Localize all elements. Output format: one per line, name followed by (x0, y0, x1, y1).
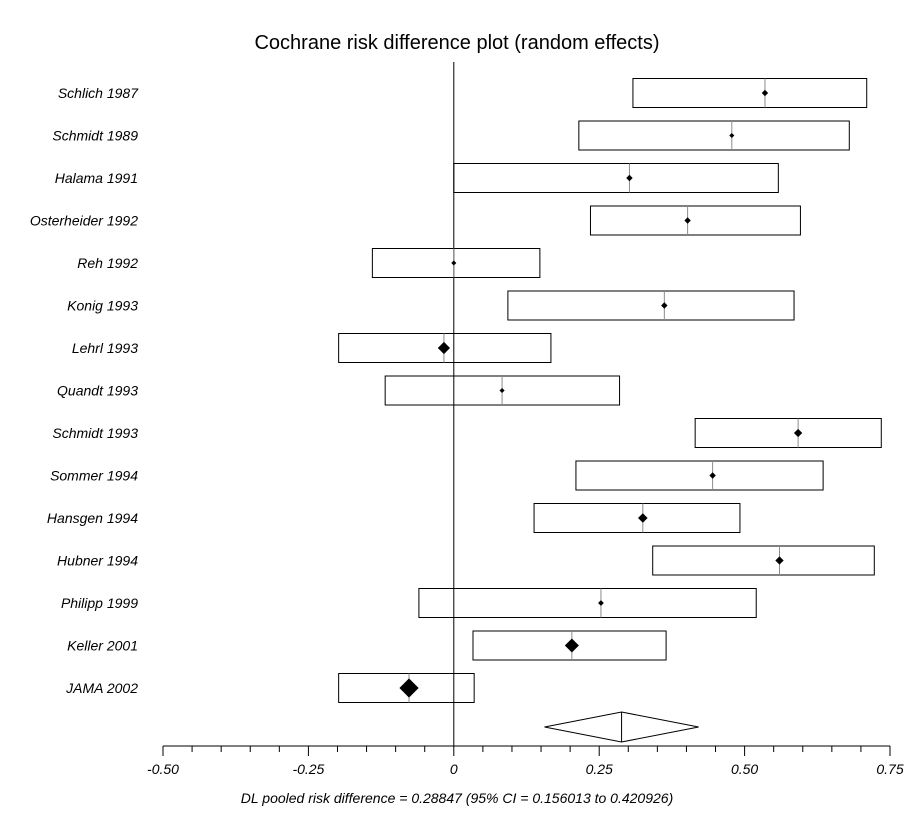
point-estimate-marker (638, 513, 648, 523)
ci-box (575, 460, 824, 491)
point-estimate-marker (661, 302, 668, 309)
point-estimate-marker (775, 556, 784, 565)
study-label: Hansgen 1994 (47, 510, 138, 526)
point-estimate-marker (437, 341, 450, 355)
study-label: Schlich 1987 (58, 85, 139, 101)
point-estimate-marker (793, 428, 803, 438)
study-label: Hubner 1994 (57, 553, 138, 569)
ci-box (652, 545, 875, 576)
ci-box (418, 588, 757, 618)
point-estimate-marker (761, 89, 769, 97)
point-estimate-marker (626, 174, 633, 182)
point-estimate-marker (684, 217, 691, 224)
point-estimate-marker (598, 600, 604, 606)
point-estimate-marker (399, 678, 419, 698)
study-label: Schmidt 1989 (52, 128, 138, 144)
x-tick-label: 0 (450, 761, 458, 777)
study-label: Halama 1991 (55, 170, 138, 186)
x-axis-label: DL pooled risk difference = 0.28847 (95%… (240, 790, 674, 806)
ci-box (694, 418, 882, 448)
study-label: Lehrl 1993 (72, 340, 138, 356)
x-tick-label: -0.50 (147, 761, 179, 777)
chart-title: Cochrane risk difference plot (random ef… (254, 32, 660, 54)
point-estimate-marker (709, 472, 716, 479)
x-tick-label: 0.25 (586, 761, 613, 777)
x-tick-label: 0.75 (876, 761, 903, 777)
point-estimate-marker (499, 387, 505, 394)
x-axis: -0.50 -0.25 0 0.25 0.50 0.75 (147, 745, 904, 777)
ci-box (589, 205, 801, 236)
point-estimate-marker (729, 132, 735, 139)
study-label: Schmidt 1993 (52, 425, 138, 441)
point-estimate-marker (451, 260, 457, 266)
ci-box (338, 333, 552, 363)
study-label: Keller 2001 (67, 638, 138, 654)
x-tick-label: 0.50 (731, 761, 758, 777)
ci-box (578, 120, 850, 151)
study-label: Philipp 1999 (61, 595, 138, 611)
ci-box (507, 290, 795, 321)
study-label: Konig 1993 (67, 298, 138, 314)
study-label: Sommer 1994 (50, 468, 138, 484)
point-estimate-marker (564, 638, 579, 653)
study-label: Quandt 1993 (57, 383, 138, 399)
study-label: Reh 1992 (77, 255, 138, 271)
ci-boxes-group (338, 78, 882, 703)
study-label: JAMA 2002 (65, 680, 138, 696)
point-estimates-group (399, 78, 803, 703)
ci-box (632, 78, 868, 108)
study-label: Osterheider 1992 (30, 213, 138, 229)
ci-box (453, 163, 779, 193)
x-tick-label: -0.25 (292, 761, 324, 777)
ci-box (533, 503, 741, 533)
study-labels-group: Schlich 1987 Schmidt 1989 Halama 1991 Oster… (30, 85, 139, 696)
